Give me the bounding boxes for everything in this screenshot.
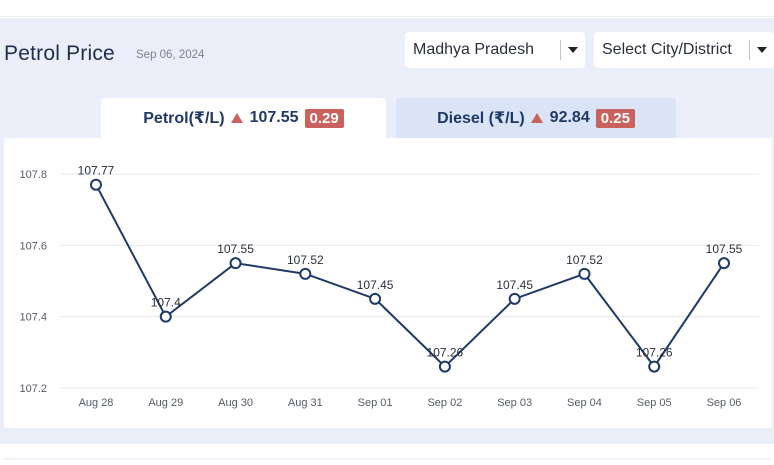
data-point (438, 360, 451, 373)
page-title: Petrol Price (4, 42, 115, 65)
state-select-value: Madhya Pradesh (413, 41, 534, 58)
data-label: 107.55 (217, 242, 254, 256)
data-label: 107.45 (496, 278, 533, 292)
data-point (718, 257, 730, 270)
x-tick-label: Aug 28 (79, 397, 114, 409)
select-divider (560, 40, 561, 60)
tab-petrol-price: 107.55 (249, 109, 299, 126)
data-point (648, 360, 661, 373)
top-strip (0, 0, 774, 17)
x-tick-label: Sep 01 (358, 397, 393, 409)
price-chart: 107.2 107.4 107.6 107.8 Aug 28 Aug 29 Aug 30 Au… (4, 138, 772, 428)
state-select[interactable]: Madhya Pradesh (405, 32, 585, 68)
city-select-placeholder: Select City/District (602, 41, 732, 58)
tab-diesel-label: Diesel (₹/L) (437, 110, 525, 127)
data-label: 107.55 (706, 242, 743, 256)
data-label: 107.45 (357, 278, 394, 292)
bottom-strip (0, 444, 774, 465)
tab-diesel[interactable]: Diesel (₹/L) 92.84 0.25 (396, 98, 676, 138)
tab-diesel-price: 92.84 (549, 109, 590, 126)
price-up-arrow-icon (230, 113, 243, 123)
x-tick-label: Sep 04 (567, 397, 602, 409)
data-point (369, 292, 382, 305)
price-line-chart: 107.2 107.4 107.6 107.8 Aug 28 Aug 29 Aug 30 Au… (19, 164, 759, 409)
select-divider (749, 40, 750, 60)
x-tick-label: Aug 31 (288, 397, 323, 409)
y-tick-label: 107.8 (19, 169, 47, 181)
data-point (229, 257, 242, 270)
price-date: Sep 06, 2024 (136, 49, 205, 61)
x-tick-label: Aug 29 (148, 397, 183, 409)
data-point (508, 292, 521, 305)
chevron-down-icon[interactable] (561, 47, 585, 53)
city-select[interactable]: Select City/District (594, 32, 774, 68)
price-up-arrow-icon (530, 113, 543, 123)
data-point (299, 267, 312, 280)
data-point (578, 267, 591, 280)
x-tick-label: Aug 30 (218, 397, 253, 409)
y-tick-label: 107.4 (19, 312, 47, 324)
y-tick-label: 107.6 (19, 240, 47, 252)
bottom-divider (4, 458, 770, 460)
data-point (90, 178, 102, 191)
series-line (95, 184, 725, 369)
tab-petrol[interactable]: Petrol(₹/L) 107.55 0.29 (101, 98, 386, 138)
x-tick-label: Sep 02 (427, 397, 462, 409)
x-tick-label: Sep 06 (707, 397, 742, 409)
data-label: 107.26 (636, 346, 673, 360)
x-tick-label: Sep 03 (497, 397, 532, 409)
tab-petrol-label: Petrol(₹/L) (143, 110, 225, 127)
data-label: 107.77 (78, 164, 115, 178)
data-point (159, 310, 172, 323)
data-label: 107.26 (427, 346, 464, 360)
x-tick-label: Sep 05 (637, 397, 672, 409)
chevron-down-icon[interactable] (750, 47, 774, 53)
y-tick-label: 107.2 (19, 383, 47, 395)
data-label: 107.4 (151, 296, 181, 310)
data-label: 107.52 (566, 253, 603, 267)
tab-petrol-change-badge: 0.29 (304, 108, 344, 128)
data-label: 107.52 (287, 253, 324, 267)
tab-diesel-change-badge: 0.25 (595, 108, 635, 128)
